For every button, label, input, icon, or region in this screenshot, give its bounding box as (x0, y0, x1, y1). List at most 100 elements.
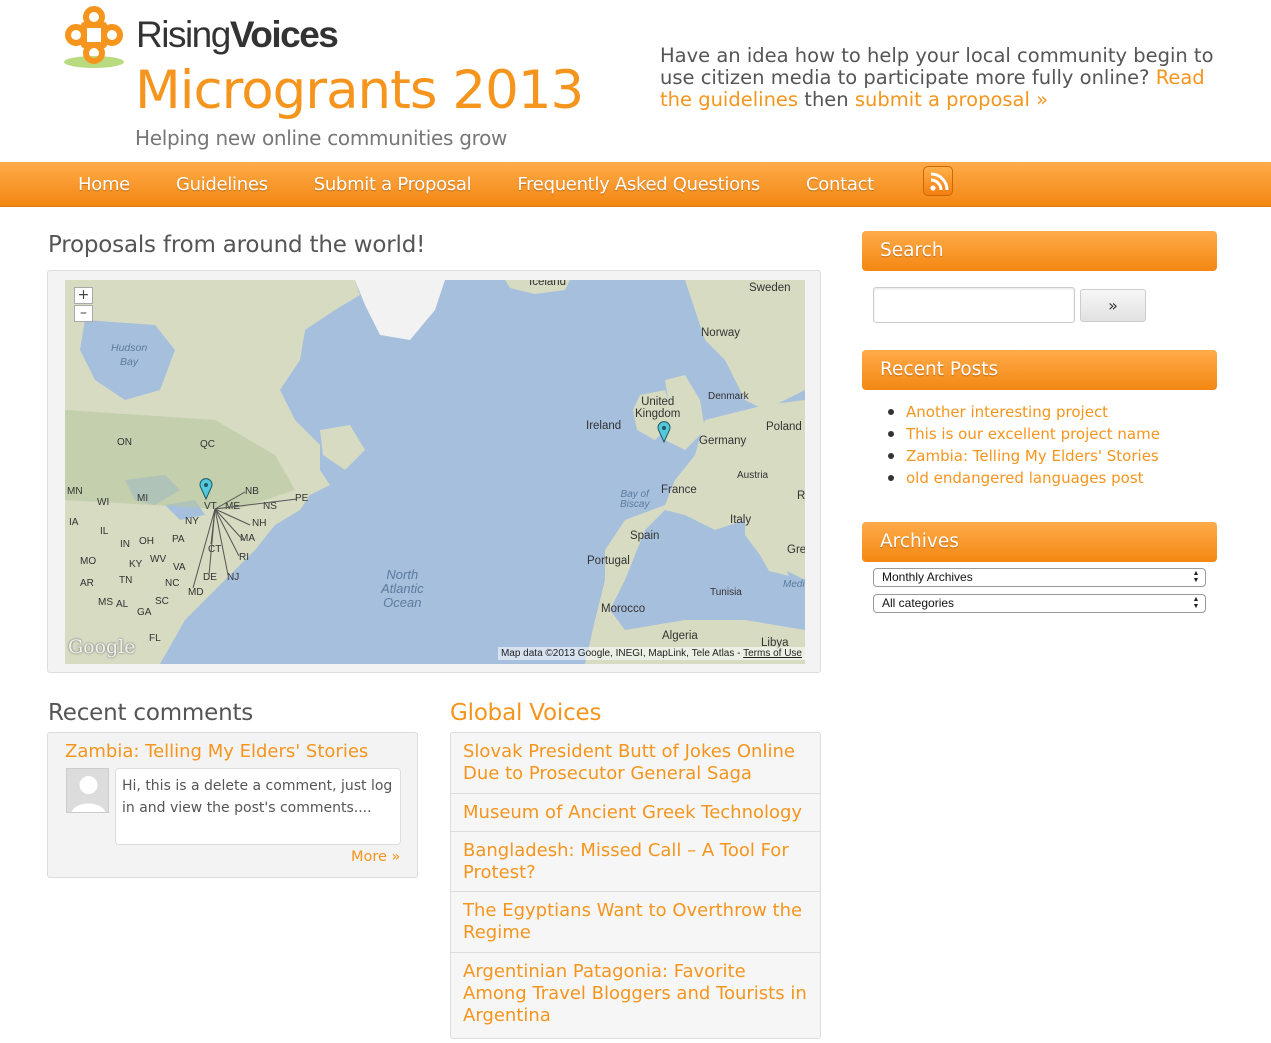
map-label: Italy (730, 514, 752, 526)
map-label: Algeria (662, 630, 698, 642)
nav-faq[interactable]: Frequently Asked Questions (517, 174, 760, 195)
map-label: AR (80, 578, 94, 589)
map-label: NB (245, 486, 259, 497)
rss-icon[interactable] (923, 166, 953, 196)
map-label: MO (80, 556, 97, 567)
map-label: Ireland (586, 420, 622, 432)
map-label: MI (137, 493, 149, 504)
recent-post-link[interactable]: This is our excellent project name (888, 423, 1160, 445)
map-label: GA (137, 607, 152, 618)
google-logo[interactable]: Google (68, 636, 136, 658)
map-label: Bay of Biscay (620, 489, 650, 510)
map-label: Hudson Bay (111, 342, 148, 368)
map-label: NC (165, 578, 180, 589)
map-label: TN (119, 575, 133, 586)
proposals-map[interactable]: + – Iceland Sweden Norway Hudson Bay Den… (65, 280, 805, 664)
site-tagline: Helping new online communities grow (135, 126, 508, 150)
recent-comments-title: Recent comments (48, 700, 254, 726)
search-input[interactable] (873, 287, 1075, 323)
map-label: VA (173, 562, 186, 573)
more-comments-link[interactable]: More » (351, 849, 401, 865)
zoom-in-button[interactable]: + (74, 287, 93, 304)
map-label: MN (67, 486, 83, 497)
map-label: Spain (630, 530, 660, 542)
map-section-title: Proposals from around the world! (48, 232, 426, 258)
map-label: DE (203, 572, 217, 583)
map-label: PE (295, 493, 309, 504)
archives-title: Archives (862, 522, 1217, 562)
map-label: PA (172, 534, 185, 545)
avatar[interactable] (66, 768, 109, 813)
map-label: NY (185, 516, 199, 527)
avatar-placeholder-icon (67, 769, 108, 812)
recent-post-link[interactable]: old endangered languages post (888, 467, 1160, 489)
map-marker-pin-icon[interactable] (199, 478, 213, 500)
rising-voices-knot-icon[interactable] (58, 4, 132, 70)
map-label: Iceland (529, 280, 567, 288)
comment-excerpt: Hi, this is a delete a comment, just log… (115, 768, 401, 845)
recent-post-link[interactable]: Zambia: Telling My Elders' Stories (888, 445, 1160, 467)
header-pitch: Have an idea how to help your local comm… (660, 44, 1214, 111)
global-voices-item[interactable]: Argentinian Patagonia: Favorite Among Tr… (463, 961, 807, 1026)
zoom-out-button[interactable]: – (74, 305, 93, 322)
global-voices-title[interactable]: Global Voices (450, 700, 602, 726)
map-label: NJ (227, 572, 240, 583)
map-label: Denmark (708, 391, 749, 402)
categories-select[interactable]: All categories ▲ ▼ (873, 594, 1206, 613)
map-label: Medi (783, 579, 805, 590)
map-label: France (661, 484, 697, 496)
nav-submit-proposal[interactable]: Submit a Proposal (313, 174, 472, 195)
nav-home[interactable]: Home (78, 174, 130, 195)
nav-contact[interactable]: Contact (806, 174, 874, 195)
map-label: NS (263, 501, 277, 512)
map-label: IA (69, 517, 79, 528)
map-label: North Atlantic Ocean (381, 567, 424, 610)
map-label: AL (116, 599, 129, 610)
map-label: QC (200, 439, 215, 450)
monthly-archives-select[interactable]: Monthly Archives ▲ ▼ (873, 568, 1206, 587)
select-arrows-icon: ▲ ▼ (1192, 570, 1200, 584)
map-label: MD (188, 587, 204, 598)
map-attribution: Map data ©2013 Google, INEGI, MapLink, T… (497, 647, 805, 660)
map-label: FL (149, 633, 161, 644)
submit-proposal-link[interactable]: submit a proposal » (854, 88, 1049, 111)
nav-guidelines[interactable]: Guidelines (175, 174, 268, 195)
map-label: IL (100, 526, 109, 537)
map-label: Germany (699, 435, 747, 447)
search-button[interactable]: » (1080, 289, 1146, 322)
global-voices-item[interactable]: Museum of Ancient Greek Technology (451, 794, 820, 832)
map-label: MS (98, 597, 113, 608)
map-label: Sweden (749, 282, 791, 294)
map-label: Norway (701, 327, 740, 339)
terms-of-use-link[interactable]: Terms of Use (743, 648, 802, 659)
map-label: OH (139, 536, 154, 547)
global-voices-item[interactable]: Slovak President Butt of Jokes Online Du… (451, 733, 820, 794)
recent-comment-post-link[interactable]: Zambia: Telling My Elders' Stories (65, 741, 369, 762)
map-label: Portugal (587, 555, 630, 567)
global-voices-box (450, 732, 821, 1039)
map-label: VT (204, 501, 217, 512)
map-label: RI (239, 552, 249, 563)
map-label: IN (120, 539, 130, 550)
map-label: Poland (766, 421, 802, 433)
global-voices-item[interactable]: Bangladesh: Missed Call – A Tool For Pro… (451, 832, 820, 892)
map-label: Gre (787, 544, 805, 556)
map-label: NH (252, 518, 267, 529)
map-label: KY (129, 559, 143, 570)
map-label: ON (117, 437, 132, 448)
recent-posts-list: Another interesting project This is our … (888, 401, 1160, 489)
recent-posts-title: Recent Posts (862, 350, 1217, 390)
map-label: CT (208, 544, 222, 555)
site-header: RisingVoices Microgrants 2013 Helping ne… (0, 0, 1271, 162)
brand-name[interactable]: RisingVoices (136, 14, 339, 55)
recent-post-link[interactable]: Another interesting project (888, 401, 1160, 423)
map-label: Austria (737, 470, 769, 481)
map-label: Tunisia (710, 587, 742, 598)
map-label: United Kingdom (635, 396, 681, 420)
global-voices-item[interactable]: The Egyptians Want to Overthrow the Regi… (451, 892, 820, 953)
guidelines-link[interactable]: Read the guidelines (660, 66, 1205, 111)
select-arrows-icon: ▲ ▼ (1192, 596, 1200, 610)
site-title[interactable]: Microgrants 2013 (135, 60, 584, 121)
map-marker-pin-icon[interactable] (657, 421, 671, 443)
map-land-shapes (65, 280, 805, 664)
